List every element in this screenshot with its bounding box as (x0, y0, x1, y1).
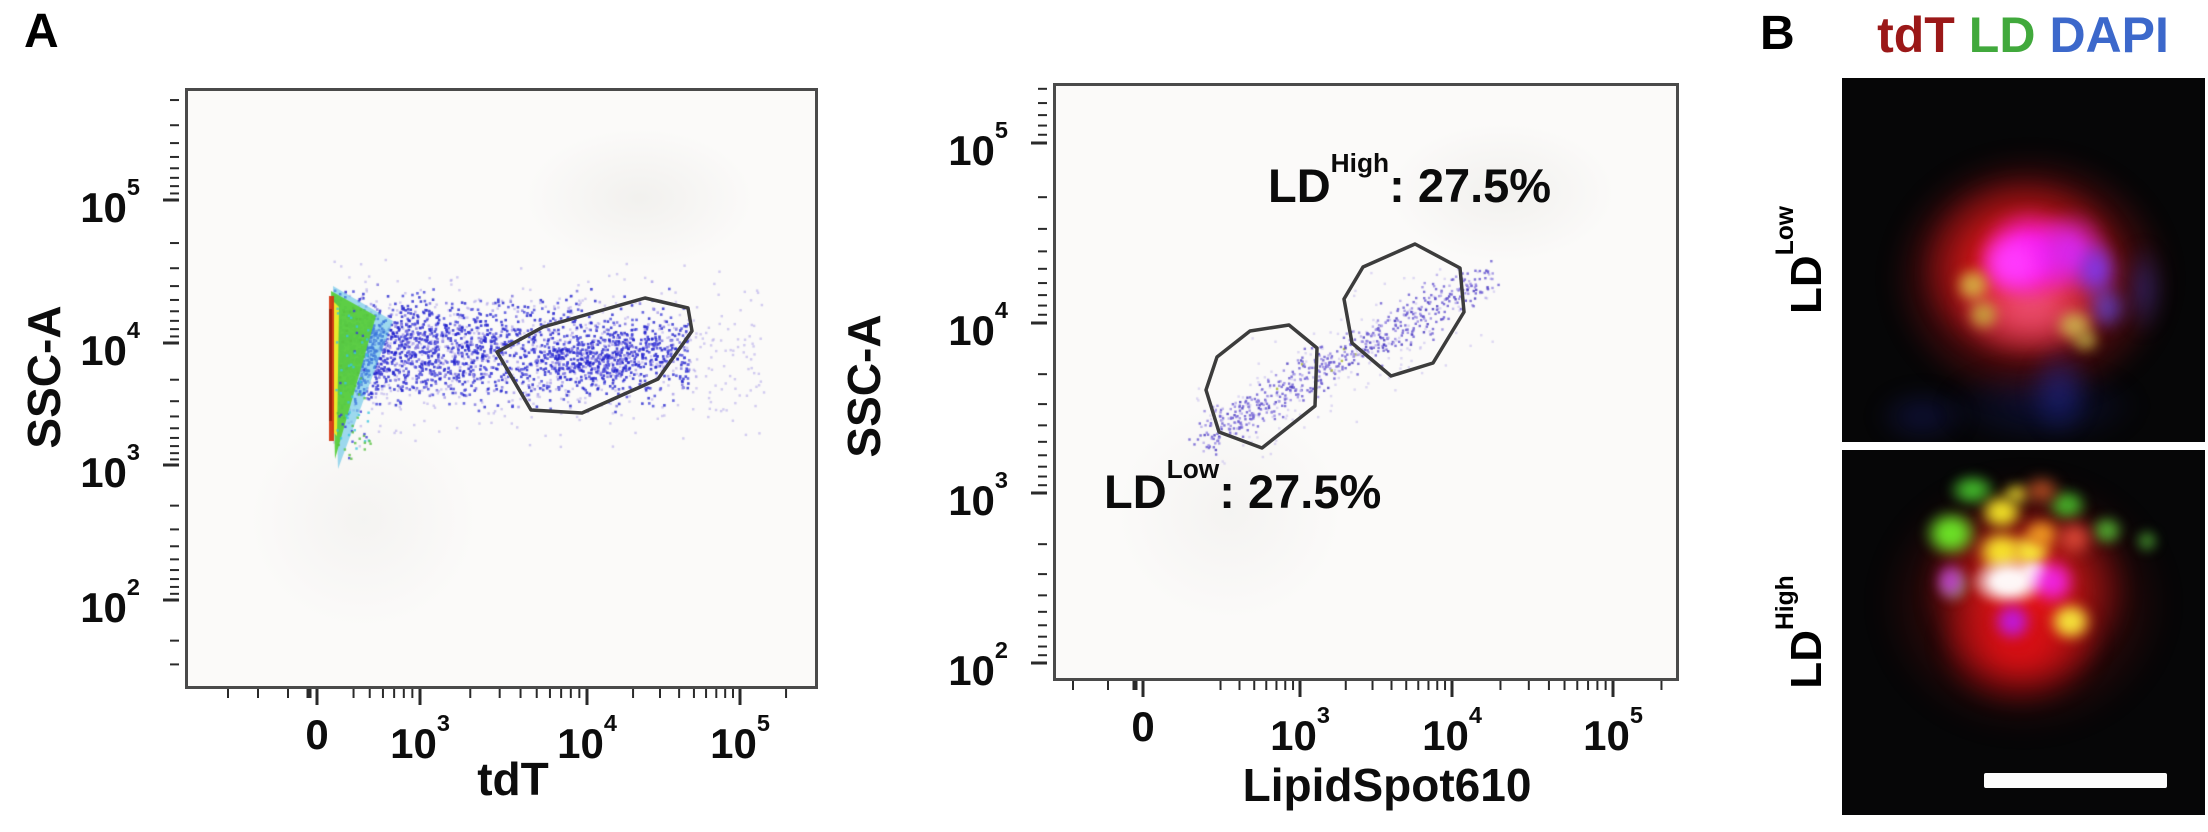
x-tick-label-103: 103 (320, 708, 520, 771)
y-tick-label-104-text: 10 (80, 327, 127, 374)
x-tick-label-0: 0 (1043, 700, 1243, 754)
x-axis-title-plot2: LipidSpot610 (1242, 759, 1532, 811)
gate-label-ld-low: LDLow: 27.5% (1104, 454, 1382, 519)
flow-plot-lipidspot (1053, 83, 1679, 681)
image-label-ld-high: LDHigh (1772, 482, 1842, 782)
x-tick-label-105-text: 10 (710, 720, 757, 767)
x-tick-label-104: 104 (487, 708, 687, 771)
x-tick-label-104-exp: 4 (1468, 702, 1482, 729)
y-tick-label-104: 104 (0, 315, 140, 378)
microscopy-image-ld-low (1842, 78, 2205, 442)
y-tick-label-103: 103 (0, 437, 140, 500)
image-label-ld-low: LDLow (1772, 110, 1842, 410)
x-tick-label-0: 0 (217, 708, 417, 762)
fluorescence-blob (1941, 365, 2142, 442)
x-tick-label-105: 105 (1513, 700, 1713, 763)
fluorescence-blob (2027, 555, 2078, 607)
gate-label-ld-high-sup: High (1330, 148, 1390, 179)
y-tick-label-104-text: 10 (948, 307, 995, 354)
y-tick-label-103-text: 10 (948, 477, 995, 524)
y-tick-label-105-text: 10 (948, 127, 995, 174)
x-tick-label-103-text: 10 (390, 720, 437, 767)
x-tick-label-105: 105 (640, 708, 840, 771)
x-tick-label-0-text: 0 (305, 711, 329, 758)
y-tick-label-103-exp: 3 (126, 439, 140, 466)
fluorescence-blob (1921, 508, 1980, 560)
x-tick-label-104-text: 10 (557, 720, 604, 767)
fluorescence-blob (2027, 343, 2093, 439)
image-label-ld-low-sup: Low (1772, 206, 1800, 256)
x-tick-label-103: 103 (1200, 700, 1400, 763)
scatter-canvas-tdt (188, 91, 815, 686)
fluorescence-blob (2134, 528, 2160, 555)
y-tick-label-105: 105 (808, 115, 1008, 178)
fluorescence-blob (2068, 325, 2102, 355)
x-tick-label-104-text: 10 (1422, 712, 1469, 759)
fluorescence-blob (2019, 473, 2064, 507)
fluorescence-blob (1932, 559, 1970, 604)
fluorescence-blob (2052, 517, 2097, 558)
gate-label-ld-high-prefix: LD (1268, 159, 1331, 212)
gate-label-ld-high: LDHigh: 27.5% (1268, 148, 1552, 213)
image-label-ld-low-prefix: LD (1782, 255, 1831, 314)
image-label-ld-high-prefix: LD (1782, 630, 1831, 689)
gate-label-ld-low-sup: Low (1166, 454, 1220, 485)
x-tick-label-104-exp: 4 (603, 710, 617, 737)
legend-item-dapi: DAPI (2049, 7, 2169, 63)
fluorescence-blob (1965, 296, 2002, 333)
y-tick-label-104: 104 (808, 295, 1008, 358)
y-tick-label-105-exp: 5 (994, 117, 1008, 144)
y-tick-label-102-exp: 2 (126, 574, 140, 601)
fluorescence-blob (2047, 599, 2095, 644)
stain-legend: tdT LD DAPI (1841, 6, 2205, 64)
x-tick-label-103-exp: 3 (1316, 702, 1330, 729)
image-label-ld-high-sup: High (1772, 575, 1800, 631)
x-tick-label-105-exp: 5 (756, 710, 770, 737)
fluorescence-blob (2121, 241, 2166, 337)
scale-bar (1983, 773, 2167, 788)
fluorescence-blob (1874, 387, 1970, 442)
x-tick-label-0-text: 0 (1131, 703, 1155, 750)
y-tick-label-102-exp: 2 (994, 637, 1008, 664)
y-tick-label-104-exp: 4 (126, 317, 140, 344)
gate-label-ld-low-prefix: LD (1104, 465, 1167, 518)
y-tick-label-102-text: 10 (948, 647, 995, 694)
y-tick-label-103-text: 10 (80, 449, 127, 496)
y-tick-label-102: 102 (808, 635, 1008, 698)
panel-b-label: B (1760, 7, 1795, 60)
gate-label-ld-low-percent: : 27.5% (1219, 465, 1382, 518)
x-tick-label-104: 104 (1352, 700, 1552, 763)
microscopy-image-ld-high (1842, 450, 2205, 815)
y-tick-label-105-exp: 5 (126, 174, 140, 201)
x-tick-label-105-exp: 5 (1629, 702, 1643, 729)
y-tick-label-103-exp: 3 (994, 467, 1008, 494)
x-tick-label-103-exp: 3 (436, 710, 450, 737)
flow-plot-tdt (185, 88, 818, 689)
x-tick-label-105-text: 10 (1583, 712, 1630, 759)
legend-item-ld: LD (1968, 7, 2036, 63)
legend-item-tdt: tdT (1877, 7, 1955, 63)
y-tick-label-103: 103 (808, 465, 1008, 528)
panel-a-label: A (24, 5, 59, 58)
y-tick-label-102-text: 10 (80, 584, 127, 631)
y-tick-label-105-text: 10 (80, 184, 127, 231)
x-axis-title-plot1: tdT (477, 753, 549, 805)
x-tick-label-103-text: 10 (1270, 712, 1317, 759)
gate-label-ld-high-percent: : 27.5% (1389, 159, 1552, 212)
scatter-canvas-lipidspot (1056, 86, 1676, 678)
y-tick-label-104-exp: 4 (994, 297, 1008, 324)
fluorescence-blob (1990, 599, 2035, 644)
y-tick-label-102: 102 (0, 572, 140, 635)
y-tick-label-105: 105 (0, 172, 140, 235)
